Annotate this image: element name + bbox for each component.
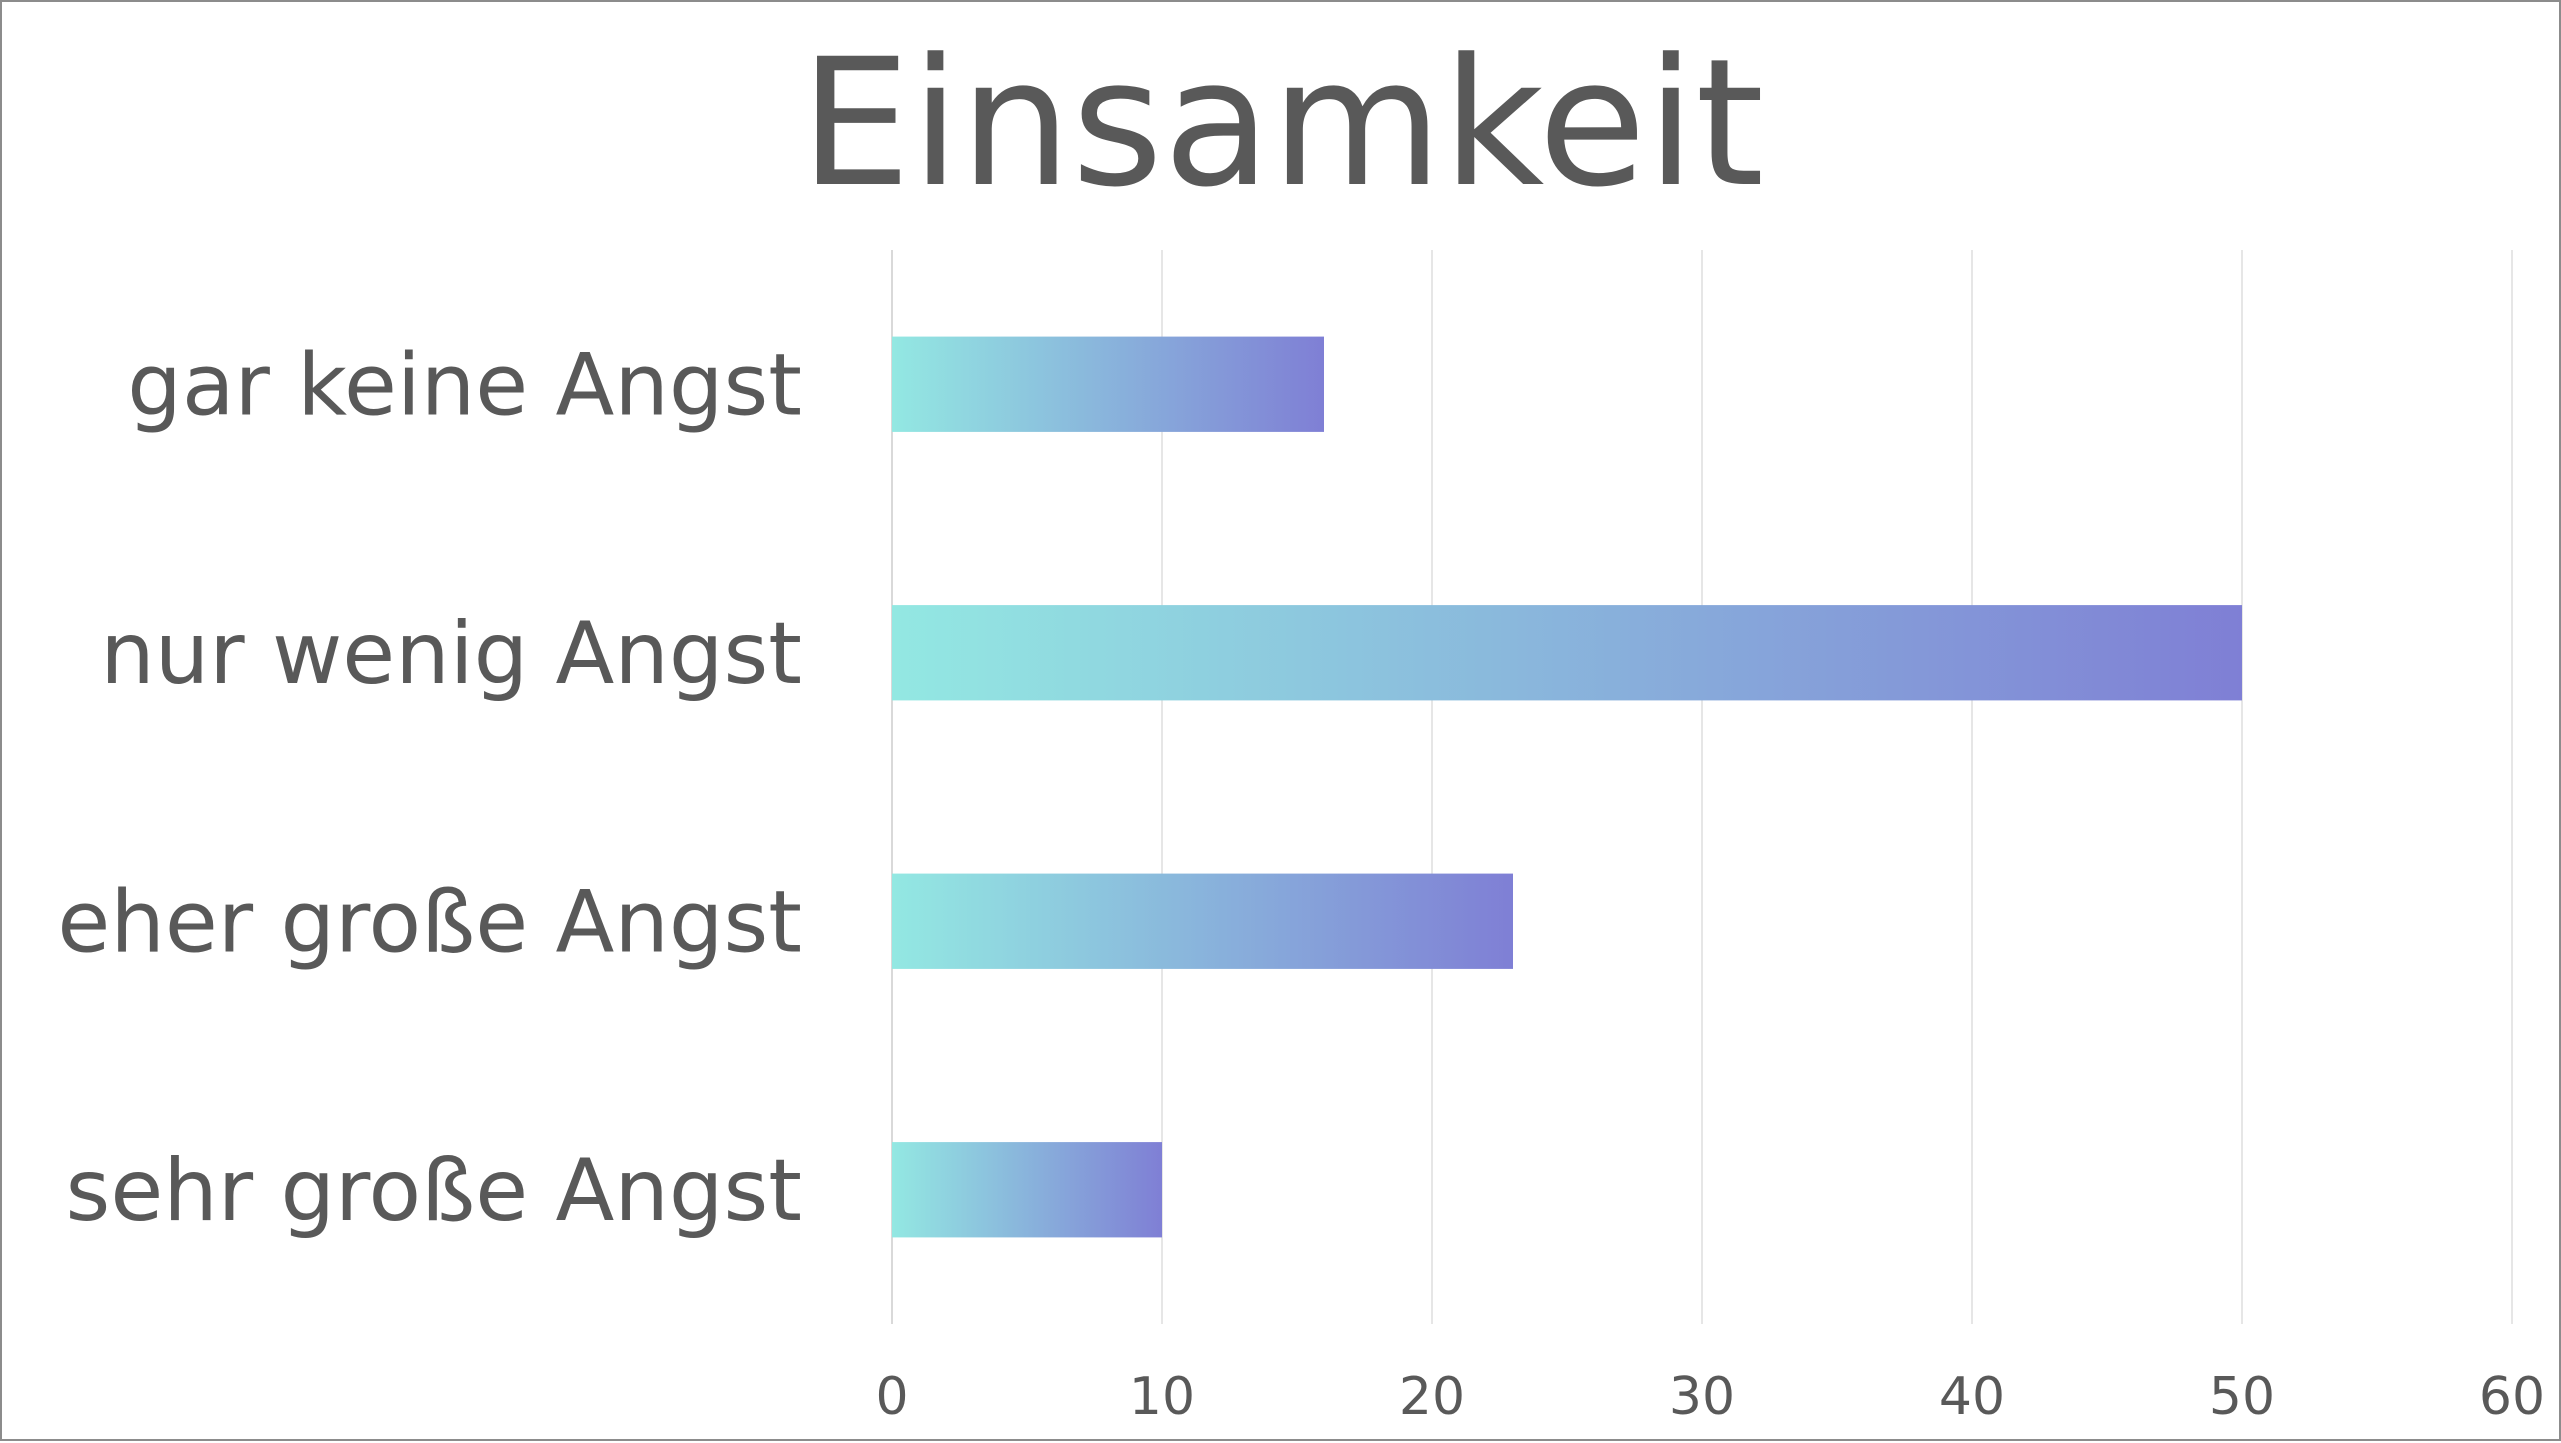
chart-title: Einsamkeit — [800, 21, 1764, 226]
bars — [892, 336, 2242, 1238]
x-tick-label: 10 — [1129, 1367, 1195, 1427]
x-tick-label: 50 — [2209, 1367, 2275, 1427]
category-label: gar keine Angst — [127, 335, 802, 435]
category-label: sehr große Angst — [66, 1141, 802, 1241]
x-tick-labels: 0 10 20 30 40 50 60 — [875, 1367, 2545, 1427]
category-labels: gar keine Angst nur wenig Angst eher große… — [57, 335, 802, 1241]
bar-4 — [892, 1142, 1162, 1238]
bar-2 — [892, 605, 2242, 701]
category-label: nur wenig Angst — [100, 604, 802, 704]
category-label: eher große Angst — [57, 872, 802, 972]
x-tick-label: 60 — [2479, 1367, 2545, 1427]
x-tick-label: 40 — [1939, 1367, 2005, 1427]
x-tick-label: 0 — [875, 1367, 908, 1427]
x-tick-label: 20 — [1399, 1367, 1465, 1427]
bar-1 — [892, 336, 1324, 432]
x-tick-label: 30 — [1669, 1367, 1735, 1427]
bar-3 — [892, 873, 1513, 969]
